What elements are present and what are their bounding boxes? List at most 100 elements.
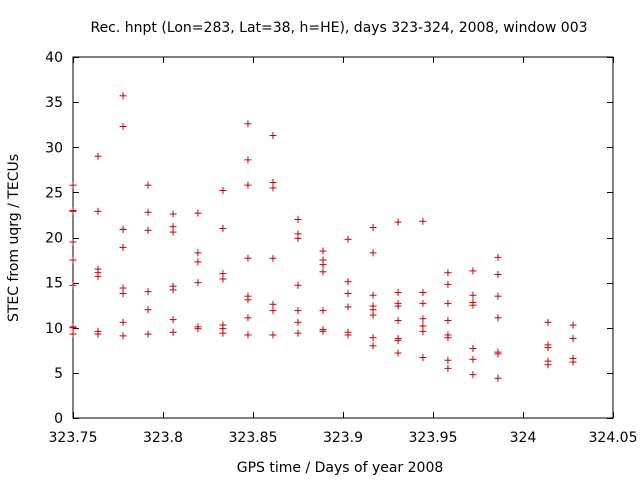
y-tick-label: 10 bbox=[45, 321, 63, 337]
data-point bbox=[494, 350, 502, 358]
data-point bbox=[119, 225, 127, 233]
data-point bbox=[544, 361, 552, 369]
data-point bbox=[394, 349, 402, 357]
data-point bbox=[369, 224, 377, 232]
data-point bbox=[294, 318, 302, 326]
data-point bbox=[69, 330, 77, 338]
data-point bbox=[94, 152, 102, 160]
data-point bbox=[344, 235, 352, 243]
data-point bbox=[419, 299, 427, 307]
data-point bbox=[94, 330, 102, 338]
data-point bbox=[469, 267, 477, 275]
data-point bbox=[444, 334, 452, 342]
data-point bbox=[444, 280, 452, 288]
data-point bbox=[119, 332, 127, 340]
data-point bbox=[394, 302, 402, 310]
data-point bbox=[419, 354, 427, 362]
data-point bbox=[144, 226, 152, 234]
data-point bbox=[319, 261, 327, 269]
data-point bbox=[144, 208, 152, 216]
x-axis-label: GPS time / Days of year 2008 bbox=[237, 460, 444, 476]
data-point bbox=[544, 318, 552, 326]
y-tick-label: 20 bbox=[45, 231, 63, 247]
data-point bbox=[444, 364, 452, 372]
data-point bbox=[219, 224, 227, 232]
data-point bbox=[69, 206, 77, 214]
data-point bbox=[269, 132, 277, 140]
data-point bbox=[394, 317, 402, 325]
data-point bbox=[169, 286, 177, 294]
data-point bbox=[244, 314, 252, 322]
data-point bbox=[294, 329, 302, 337]
data-point bbox=[319, 327, 327, 335]
data-point bbox=[144, 181, 152, 189]
data-point bbox=[544, 344, 552, 352]
data-point bbox=[69, 281, 77, 289]
x-tick-label: 324 bbox=[510, 430, 537, 446]
data-point bbox=[169, 228, 177, 236]
x-tick-label: 323.95 bbox=[409, 430, 458, 446]
data-point bbox=[344, 278, 352, 286]
y-tick-label: 15 bbox=[45, 276, 63, 292]
data-point bbox=[269, 184, 277, 192]
axis-ticks: 323.75 323.8 323.85 323.9 323.95 324 324.05 0 5 1… bbox=[45, 50, 637, 446]
data-point bbox=[194, 249, 202, 257]
data-point bbox=[219, 187, 227, 195]
data-point bbox=[269, 254, 277, 262]
data-point bbox=[144, 288, 152, 296]
data-point bbox=[369, 334, 377, 342]
data-point bbox=[269, 307, 277, 315]
data-point bbox=[244, 156, 252, 164]
data-point bbox=[244, 296, 252, 304]
data-point bbox=[294, 215, 302, 223]
data-point bbox=[369, 291, 377, 299]
data-point bbox=[194, 209, 202, 217]
data-point bbox=[294, 281, 302, 289]
data-point bbox=[169, 328, 177, 336]
data-point bbox=[444, 299, 452, 307]
data-point bbox=[169, 210, 177, 218]
y-tick-label: 5 bbox=[54, 366, 63, 382]
data-point bbox=[244, 181, 252, 189]
data-point bbox=[69, 256, 77, 264]
data-point bbox=[119, 243, 127, 251]
y-tick-label: 0 bbox=[54, 411, 63, 427]
data-point bbox=[94, 272, 102, 280]
x-tick-label: 323.75 bbox=[49, 430, 98, 446]
data-point bbox=[219, 329, 227, 337]
data-point bbox=[419, 289, 427, 297]
data-point bbox=[344, 331, 352, 339]
data-point bbox=[419, 315, 427, 323]
data-point bbox=[444, 356, 452, 364]
data-point bbox=[444, 317, 452, 325]
x-tick-label: 323.9 bbox=[323, 430, 363, 446]
data-point bbox=[69, 238, 77, 246]
data-point bbox=[369, 342, 377, 350]
data-point bbox=[119, 122, 127, 130]
data-point bbox=[469, 301, 477, 309]
data-point bbox=[419, 327, 427, 335]
data-point bbox=[494, 292, 502, 300]
data-point bbox=[119, 92, 127, 100]
data-point bbox=[469, 291, 477, 299]
data-point bbox=[169, 316, 177, 324]
data-point bbox=[394, 218, 402, 226]
data-point bbox=[119, 318, 127, 326]
data-point bbox=[244, 120, 252, 128]
y-axis-label: STEC from uqrg / TECUs bbox=[6, 154, 22, 322]
data-point bbox=[344, 289, 352, 297]
data-point bbox=[469, 355, 477, 363]
data-point bbox=[419, 217, 427, 225]
data-point bbox=[569, 358, 577, 366]
chart-title: Rec. hnpt (Lon=283, Lat=38, h=HE), days … bbox=[90, 20, 587, 36]
x-tick-label: 323.8 bbox=[143, 430, 183, 446]
data-point bbox=[94, 207, 102, 215]
data-point bbox=[469, 345, 477, 353]
plot-frame bbox=[72, 56, 614, 419]
data-point bbox=[244, 331, 252, 339]
data-point bbox=[369, 311, 377, 319]
data-point bbox=[394, 289, 402, 297]
x-tick-label: 324.05 bbox=[589, 430, 638, 446]
data-point bbox=[144, 306, 152, 314]
